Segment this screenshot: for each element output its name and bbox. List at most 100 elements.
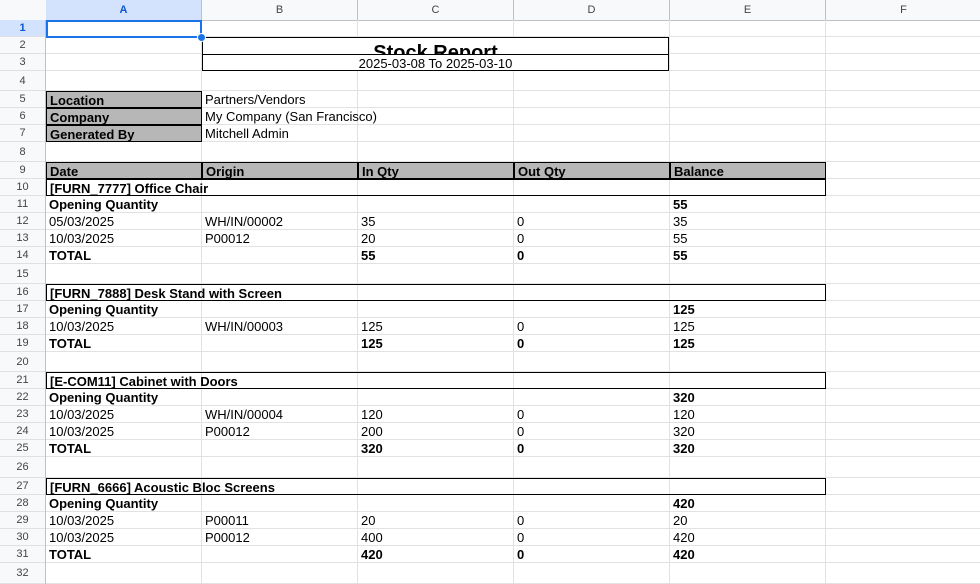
total-in-qty: 420 (361, 547, 383, 562)
product-name-row: [FURN_7888] Desk Stand with Screen (46, 284, 826, 301)
product-name-row: [FURN_6666] Acoustic Bloc Screens (46, 478, 826, 495)
product-name-row: [FURN_7777] Office Chair (46, 179, 826, 196)
total-out-qty: 0 (517, 441, 525, 456)
line-origin: P00012 (205, 424, 250, 439)
column-header-bar: A B C D E F (0, 0, 980, 21)
info-value-location: Partners/Vendors (205, 92, 306, 107)
total-label: TOTAL (49, 336, 92, 351)
product-name-row: [E-COM11] Cabinet with Doors (46, 372, 826, 389)
row-header-16[interactable]: 16 (0, 284, 45, 301)
report-date-range: 2025-03-08 To 2025-03-10 (202, 54, 669, 71)
row-header-3[interactable]: 3 (0, 54, 45, 71)
row-header-22[interactable]: 22 (0, 389, 45, 406)
row-header-30[interactable]: 30 (0, 529, 45, 546)
opening-quantity-value: 125 (673, 302, 695, 317)
line-date: 10/03/2025 (49, 319, 115, 334)
row-header-32[interactable]: 32 (0, 563, 45, 584)
line-out-qty: 0 (517, 530, 525, 545)
info-label-location: Location (46, 91, 202, 108)
total-out-qty: 0 (517, 248, 525, 263)
total-balance: 320 (673, 441, 695, 456)
cell-grid[interactable]: Stock Report 2025-03-08 To 2025-03-10 Lo… (46, 20, 980, 584)
line-date: 10/03/2025 (49, 424, 115, 439)
opening-quantity-value: 320 (673, 390, 695, 405)
row-header-21[interactable]: 21 (0, 372, 45, 389)
line-origin: WH/IN/00003 (205, 319, 284, 334)
row-header-26[interactable]: 26 (0, 457, 45, 478)
info-value-company: My Company (San Francisco) (205, 109, 377, 124)
row-header-31[interactable]: 31 (0, 546, 45, 563)
line-in-qty: 20 (361, 513, 376, 528)
total-balance: 420 (673, 547, 695, 562)
info-label-generated-by: Generated By (46, 125, 202, 142)
column-header-e[interactable]: E (670, 0, 826, 20)
row-header-17[interactable]: 17 (0, 301, 45, 318)
total-label: TOTAL (49, 547, 92, 562)
line-date: 10/03/2025 (49, 407, 115, 422)
total-label: TOTAL (49, 248, 92, 263)
line-date: 10/03/2025 (49, 231, 115, 246)
total-label: TOTAL (49, 441, 92, 456)
row-header-18[interactable]: 18 (0, 318, 45, 335)
row-header-8[interactable]: 8 (0, 142, 45, 162)
row-header-15[interactable]: 15 (0, 264, 45, 284)
line-origin: WH/IN/00004 (205, 407, 284, 422)
row-header-25[interactable]: 25 (0, 440, 45, 457)
line-out-qty: 0 (517, 424, 525, 439)
opening-quantity-label: Opening Quantity (49, 496, 159, 511)
row-header-9[interactable]: 9 (0, 162, 45, 179)
line-balance: 125 (673, 319, 695, 334)
column-header-f[interactable]: F (826, 0, 980, 20)
row-header-2[interactable]: 2 (0, 37, 45, 54)
line-out-qty: 0 (517, 513, 525, 528)
row-header-1[interactable]: 1 (0, 20, 45, 37)
opening-quantity-label: Opening Quantity (49, 197, 159, 212)
row-header-24[interactable]: 24 (0, 423, 45, 440)
table-header-date: Date (46, 162, 202, 179)
row-header-7[interactable]: 7 (0, 125, 45, 142)
column-header-a[interactable]: A (46, 0, 202, 20)
line-out-qty: 0 (517, 214, 525, 229)
opening-quantity-label: Opening Quantity (49, 390, 159, 405)
line-balance: 120 (673, 407, 695, 422)
line-out-qty: 0 (517, 231, 525, 246)
row-header-27[interactable]: 27 (0, 478, 45, 495)
row-header-11[interactable]: 11 (0, 196, 45, 213)
fill-handle[interactable] (197, 33, 206, 42)
opening-quantity-label: Opening Quantity (49, 302, 159, 317)
column-header-d[interactable]: D (514, 0, 670, 20)
row-header-5[interactable]: 5 (0, 91, 45, 108)
table-header-balance: Balance (670, 162, 826, 179)
active-cell-a1[interactable] (46, 20, 202, 38)
line-origin: P00012 (205, 231, 250, 246)
row-header-28[interactable]: 28 (0, 495, 45, 512)
line-origin: P00011 (205, 513, 249, 528)
line-balance: 420 (673, 530, 695, 545)
column-header-c[interactable]: C (358, 0, 514, 20)
line-balance: 20 (673, 513, 688, 528)
table-header-in-qty: In Qty (358, 162, 514, 179)
total-in-qty: 55 (361, 248, 376, 263)
row-header-23[interactable]: 23 (0, 406, 45, 423)
line-in-qty: 120 (361, 407, 383, 422)
row-header-13[interactable]: 13 (0, 230, 45, 247)
row-header-4[interactable]: 4 (0, 71, 45, 91)
line-balance: 55 (673, 231, 688, 246)
opening-quantity-value: 420 (673, 496, 695, 511)
info-label-company: Company (46, 108, 202, 125)
line-in-qty: 200 (361, 424, 383, 439)
row-header-10[interactable]: 10 (0, 179, 45, 196)
total-out-qty: 0 (517, 547, 525, 562)
column-header-b[interactable]: B (202, 0, 358, 20)
row-header-12[interactable]: 12 (0, 213, 45, 230)
row-header-6[interactable]: 6 (0, 108, 45, 125)
line-date: 05/03/2025 (49, 214, 115, 229)
line-in-qty: 35 (361, 214, 376, 229)
row-header-29[interactable]: 29 (0, 512, 45, 529)
row-header-19[interactable]: 19 (0, 335, 45, 352)
row-header-20[interactable]: 20 (0, 352, 45, 372)
line-out-qty: 0 (517, 319, 525, 334)
line-out-qty: 0 (517, 407, 525, 422)
row-header-14[interactable]: 14 (0, 247, 45, 264)
line-in-qty: 20 (361, 231, 376, 246)
